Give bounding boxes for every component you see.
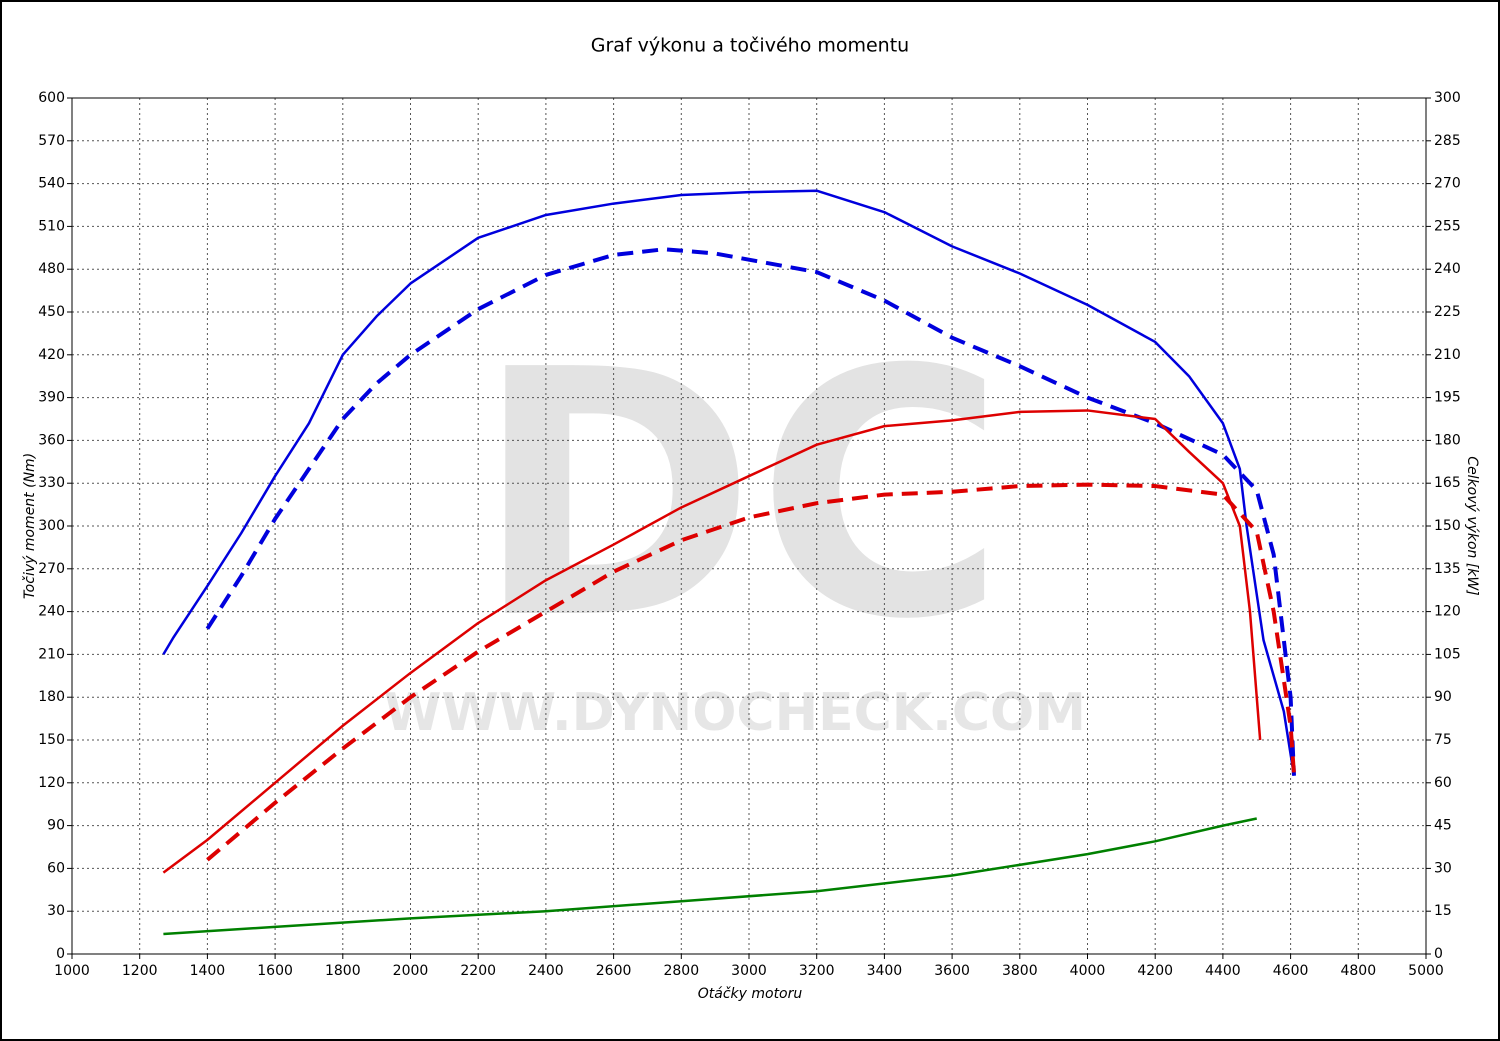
- y2-tick-label: 225: [1434, 304, 1461, 320]
- y2-tick-label: 15: [1434, 903, 1452, 919]
- series-line: [205, 247, 1296, 776]
- x-axis-label: Otáčky motoru: [698, 986, 803, 1002]
- y-tick-label: 510: [38, 218, 65, 234]
- y2-tick-label: 210: [1434, 347, 1461, 363]
- y-tick-label: 270: [38, 561, 65, 577]
- y-tick-label: 300: [38, 518, 65, 534]
- y2-tick-label: 270: [1434, 176, 1461, 192]
- y2-tick-label: 45: [1434, 818, 1452, 834]
- x-tick-label: 3000: [731, 963, 767, 979]
- series-line: [162, 189, 1296, 776]
- y-tick-label: 30: [47, 903, 65, 919]
- y-tick-label: 360: [38, 432, 65, 448]
- x-tick-label: 4000: [1070, 963, 1106, 979]
- y2-tick-label: 300: [1434, 90, 1461, 106]
- x-tick-label: 3600: [934, 963, 970, 979]
- y2-tick-label: 150: [1434, 518, 1461, 534]
- y2-tick-label: 255: [1434, 218, 1461, 234]
- y-tick-label: 480: [38, 261, 65, 277]
- x-tick-label: 4200: [1137, 963, 1173, 979]
- y-tick-label: 90: [47, 818, 65, 834]
- series-line: [162, 409, 1262, 874]
- x-tick-label: 2200: [460, 963, 496, 979]
- x-tick-label: 1800: [325, 963, 361, 979]
- x-tick-label: 2400: [528, 963, 564, 979]
- y-tick-label: 570: [38, 133, 65, 149]
- y-tick-label: 390: [38, 390, 65, 406]
- y2-tick-label: 30: [1434, 860, 1452, 876]
- x-tick-label: 1200: [122, 963, 158, 979]
- y-tick-label: 600: [38, 90, 65, 106]
- y2-tick-label: 285: [1434, 133, 1461, 149]
- x-tick-label: 5000: [1408, 963, 1444, 979]
- x-tick-label: 3200: [799, 963, 835, 979]
- y2-tick-label: 105: [1434, 646, 1461, 662]
- y2-tick-label: 195: [1434, 390, 1461, 406]
- x-tick-label: 2600: [596, 963, 632, 979]
- y-tick-label: 240: [38, 604, 65, 620]
- y2-tick-label: 135: [1434, 561, 1461, 577]
- x-tick-label: 4800: [1340, 963, 1376, 979]
- y2-tick-label: 75: [1434, 732, 1452, 748]
- y-axis-label: Točivý moment (Nm): [22, 453, 38, 599]
- y2-tick-label: 180: [1434, 432, 1461, 448]
- x-tick-label: 1000: [54, 963, 90, 979]
- x-tick-label: 1600: [257, 963, 293, 979]
- series-line: [206, 482, 1296, 862]
- y-tick-label: 0: [56, 946, 65, 962]
- y2-tick-label: 0: [1434, 946, 1443, 962]
- y2-axis-label: Celkový výkon [kW]: [1464, 456, 1480, 595]
- watermark: DC: [474, 298, 1006, 694]
- y2-tick-label: 165: [1434, 475, 1461, 491]
- x-tick-label: 4600: [1273, 963, 1309, 979]
- x-tick-label: 3800: [1002, 963, 1038, 979]
- y-tick-label: 180: [38, 689, 65, 705]
- y-tick-label: 150: [38, 732, 65, 748]
- y2-tick-label: 90: [1434, 689, 1452, 705]
- plot-border: [71, 97, 1427, 955]
- y2-tick-label: 240: [1434, 261, 1461, 277]
- y-tick-label: 450: [38, 304, 65, 320]
- watermark-url: WWW.DYNOCHECK.COM: [384, 683, 1086, 743]
- chart-title: Graf výkonu a točivého momentu: [591, 35, 909, 57]
- y2-tick-label: 120: [1434, 604, 1461, 620]
- x-tick-label: 1400: [190, 963, 226, 979]
- series-line: [163, 817, 1258, 936]
- x-tick-label: 3400: [867, 963, 903, 979]
- x-tick-label: 2800: [663, 963, 699, 979]
- y-tick-label: 210: [38, 646, 65, 662]
- y-tick-label: 540: [38, 176, 65, 192]
- y-tick-label: 420: [38, 347, 65, 363]
- y2-tick-label: 60: [1434, 775, 1452, 791]
- x-tick-label: 4400: [1205, 963, 1241, 979]
- y-tick-label: 60: [47, 860, 65, 876]
- x-tick-label: 2000: [393, 963, 429, 979]
- watermark-group: DC WWW.DYNOCHECK.COM: [384, 298, 1086, 743]
- y-tick-label: 330: [38, 475, 65, 491]
- y-tick-label: 120: [38, 775, 65, 791]
